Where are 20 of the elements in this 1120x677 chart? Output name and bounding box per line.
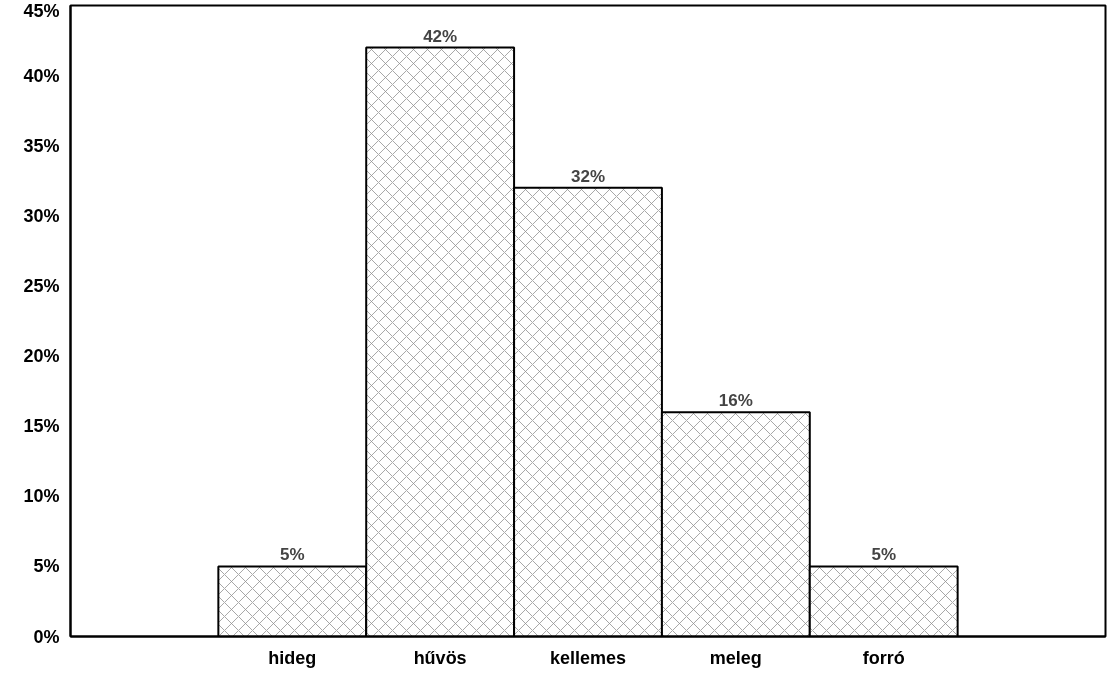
y-tick-label: 40%: [23, 65, 60, 86]
data-label: 42%: [423, 26, 458, 46]
x-tick-label: meleg: [709, 647, 762, 668]
x-tick-label: forró: [862, 647, 905, 668]
y-tick-label: 10%: [23, 486, 60, 507]
y-tick-label: 45%: [23, 0, 60, 21]
x-tick-label: hűvös: [413, 647, 467, 668]
y-tick-label: 5%: [33, 556, 60, 577]
y-tick-label: 20%: [23, 346, 60, 367]
x-tick-label: hideg: [268, 647, 317, 668]
data-label: 5%: [280, 545, 305, 565]
data-label: 32%: [570, 166, 606, 186]
y-tick-label: 0%: [33, 626, 60, 647]
data-label: 16%: [718, 391, 753, 411]
y-tick-label: 30%: [23, 205, 60, 226]
x-tick-label: kellemes: [549, 647, 627, 668]
y-tick-label: 35%: [23, 135, 60, 156]
data-label: 5%: [871, 545, 897, 565]
y-tick-label: 25%: [23, 275, 60, 296]
y-tick-label: 15%: [23, 416, 60, 437]
